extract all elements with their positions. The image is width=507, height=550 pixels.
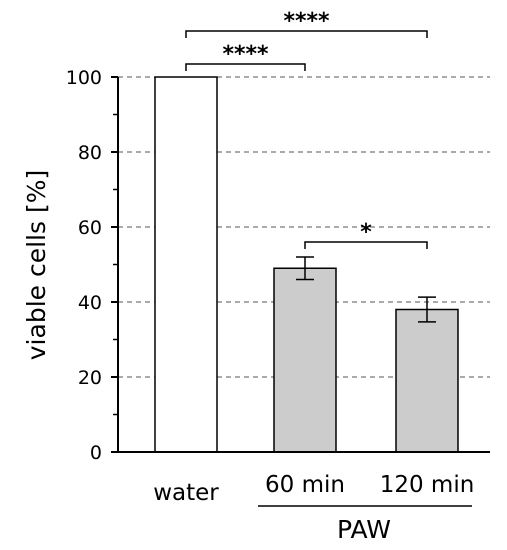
y-ticks: 0 20 40 60 80 100 bbox=[66, 67, 118, 464]
significance-label: * bbox=[360, 220, 372, 245]
group-bracket: PAW bbox=[258, 505, 472, 544]
category-labels: water 60 min 120 min bbox=[153, 472, 474, 506]
bar bbox=[273, 267, 337, 453]
y-axis-label: viable cells [%] bbox=[22, 170, 51, 360]
x-category-label: 60 min bbox=[265, 472, 345, 498]
significance-label: **** bbox=[283, 9, 330, 34]
x-category-label: water bbox=[153, 480, 219, 506]
y-tick-label: 100 bbox=[66, 67, 102, 89]
group-label: PAW bbox=[337, 515, 391, 544]
y-tick-label: 80 bbox=[78, 142, 102, 164]
significance-brackets: ********* bbox=[185, 9, 428, 249]
y-tick-label: 0 bbox=[90, 442, 102, 464]
significance-bracket bbox=[185, 63, 306, 71]
bar bbox=[395, 308, 459, 453]
significance-bracket bbox=[185, 30, 428, 38]
x-category-label: 120 min bbox=[380, 472, 475, 498]
y-tick-label: 60 bbox=[78, 217, 102, 239]
bar bbox=[154, 76, 218, 453]
bars bbox=[154, 76, 459, 453]
significance-bracket bbox=[304, 241, 428, 249]
y-tick-label: 20 bbox=[78, 367, 102, 389]
y-tick-label: 40 bbox=[78, 292, 102, 314]
significance-label: **** bbox=[222, 42, 269, 67]
